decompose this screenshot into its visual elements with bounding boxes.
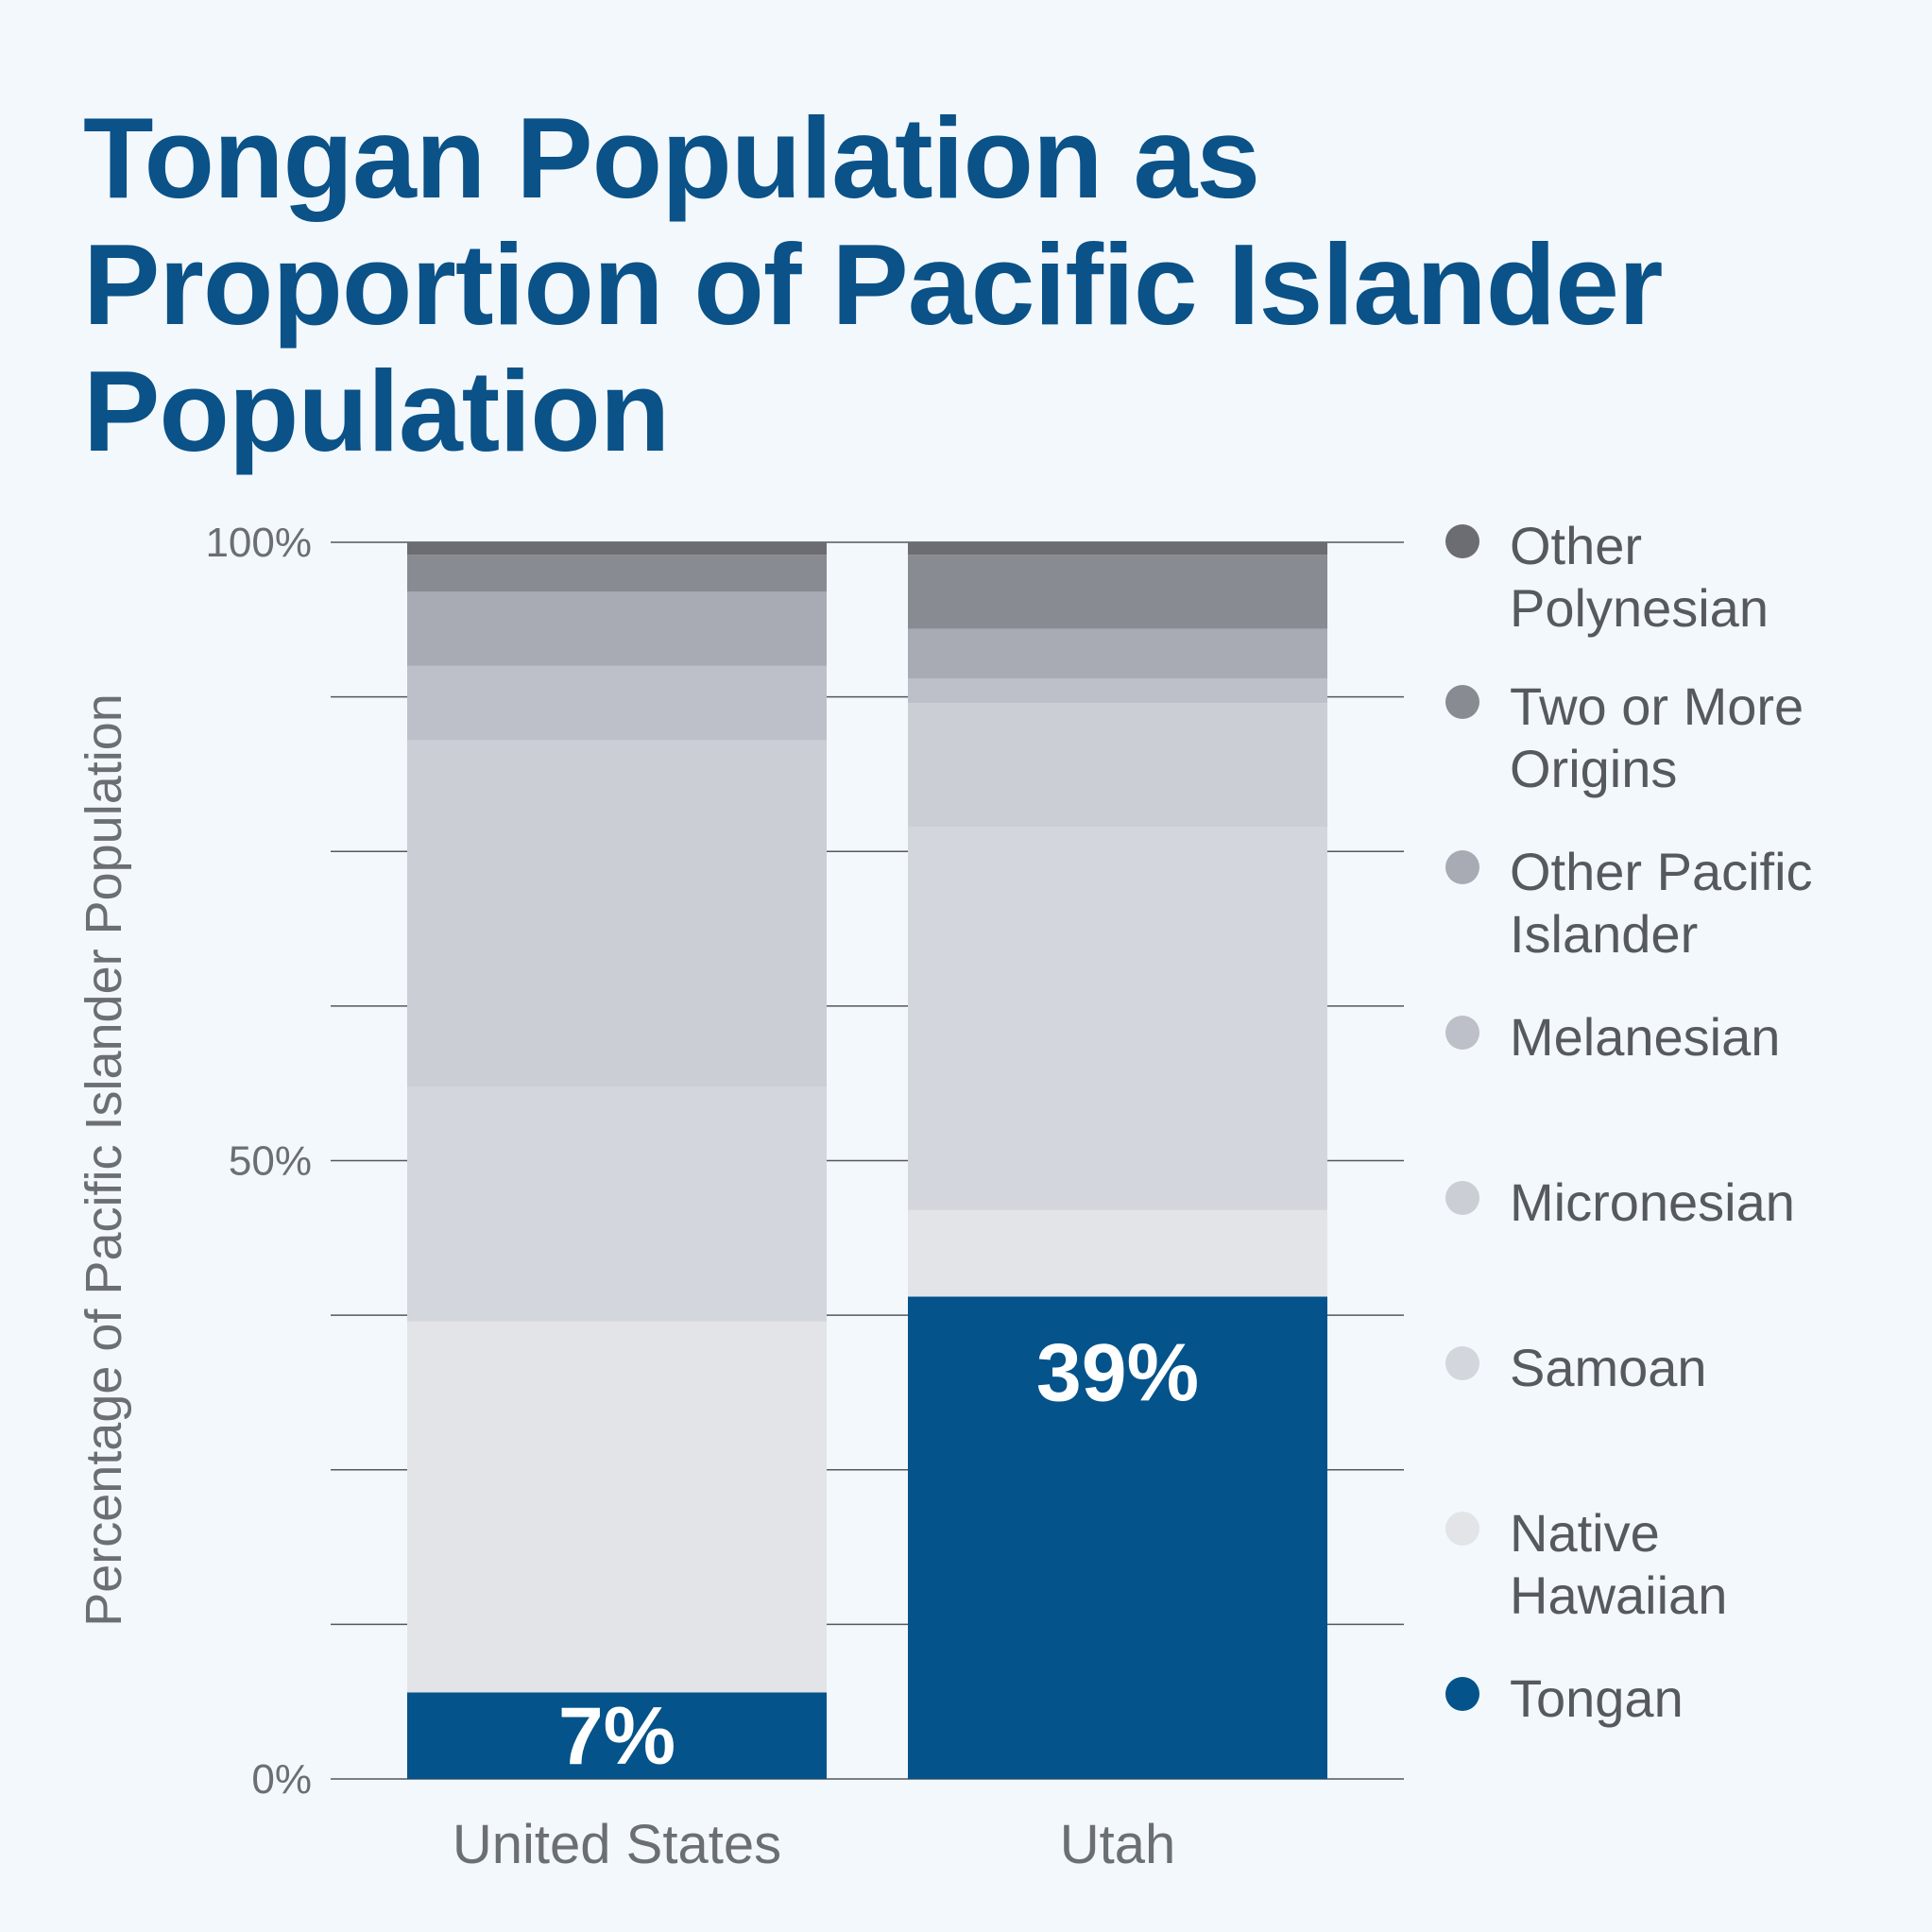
bar-segment-united-states-two-or-more-origins <box>407 555 827 592</box>
legend-swatch <box>1445 850 1479 884</box>
bar-segment-united-states-melanesian <box>407 665 827 741</box>
chart-title: Tongan Population as Proportion of Pacif… <box>83 94 1878 474</box>
legend-item: Melanesian <box>1445 1006 1918 1069</box>
bar-segment-utah-native-hawaiian <box>908 1209 1327 1297</box>
y-tick-label: 50% <box>229 1138 312 1185</box>
bar-segment-united-states-samoan <box>407 1086 827 1322</box>
bar-segment-united-states-micronesian <box>407 740 827 1086</box>
data-labels: 7% 39% <box>558 1327 1199 1782</box>
title-line-2: Proportion of Pacific Islander <box>83 220 1664 349</box>
legend-swatch <box>1445 1512 1479 1546</box>
legend-item: Tongan <box>1445 1667 1918 1730</box>
title-line-1: Tongan Population as <box>83 94 1260 222</box>
legend-item: Other Pacific Islander <box>1445 841 1918 966</box>
legend-label: Samoan <box>1510 1338 1707 1397</box>
x-tick-labels: United States Utah <box>453 1814 1175 1875</box>
legend-item: Micronesian <box>1445 1171 1918 1234</box>
legend-item: Other Polynesian <box>1445 515 1918 640</box>
legend-label: Two or More Origins <box>1510 676 1804 798</box>
title-line-3: Population <box>83 347 670 475</box>
bar-segment-utah-other-pacific-islander <box>908 628 1327 678</box>
data-label: 7% <box>558 1691 675 1782</box>
bar-segment-utah-melanesian <box>908 677 1327 704</box>
legend-label: Tongan <box>1510 1668 1684 1728</box>
legend-swatch <box>1445 1181 1479 1215</box>
legend-swatch <box>1445 1346 1479 1380</box>
y-tick-label: 0% <box>251 1756 312 1803</box>
legend-swatch <box>1445 524 1479 558</box>
legend-swatch <box>1445 685 1479 719</box>
x-tick-label: United States <box>453 1814 781 1875</box>
bar-segment-utah-micronesian <box>908 703 1327 828</box>
legend-item: Two or More Origins <box>1445 675 1918 800</box>
bar-segment-utah-two-or-more-origins <box>908 555 1327 629</box>
legend-label: Other Pacific Islander <box>1510 842 1813 964</box>
legend-swatch <box>1445 1016 1479 1050</box>
bar-segment-united-states-native-hawaiian <box>407 1321 827 1693</box>
legend-label: Melanesian <box>1510 1007 1781 1067</box>
x-tick-label: Utah <box>1060 1814 1176 1875</box>
bar-segment-united-states-tongan <box>407 1692 827 1779</box>
y-tick-label: 100% <box>205 520 312 566</box>
legend-item: Samoan <box>1445 1337 1918 1399</box>
legend-item: Native Hawaiian <box>1445 1502 1918 1627</box>
legend-swatch <box>1445 1677 1479 1711</box>
y-tick-labels: 100% 50% 0% <box>205 520 312 1803</box>
legend-label: Micronesian <box>1510 1172 1795 1232</box>
bar-segment-united-states-other-polynesian <box>407 542 827 556</box>
bar-segment-utah-samoan <box>908 827 1327 1210</box>
legend-label: Native Hawaiian <box>1510 1503 1728 1625</box>
bars <box>407 542 1327 1779</box>
legend-label: Other Polynesian <box>1510 516 1769 638</box>
bar-segment-utah-other-polynesian <box>908 542 1327 556</box>
bar-segment-united-states-other-pacific-islander <box>407 591 827 666</box>
bar-segment-utah-tongan <box>908 1296 1327 1779</box>
data-label: 39% <box>1036 1327 1199 1418</box>
y-axis-label: Percentage of Pacific Islander Populatio… <box>76 693 132 1627</box>
